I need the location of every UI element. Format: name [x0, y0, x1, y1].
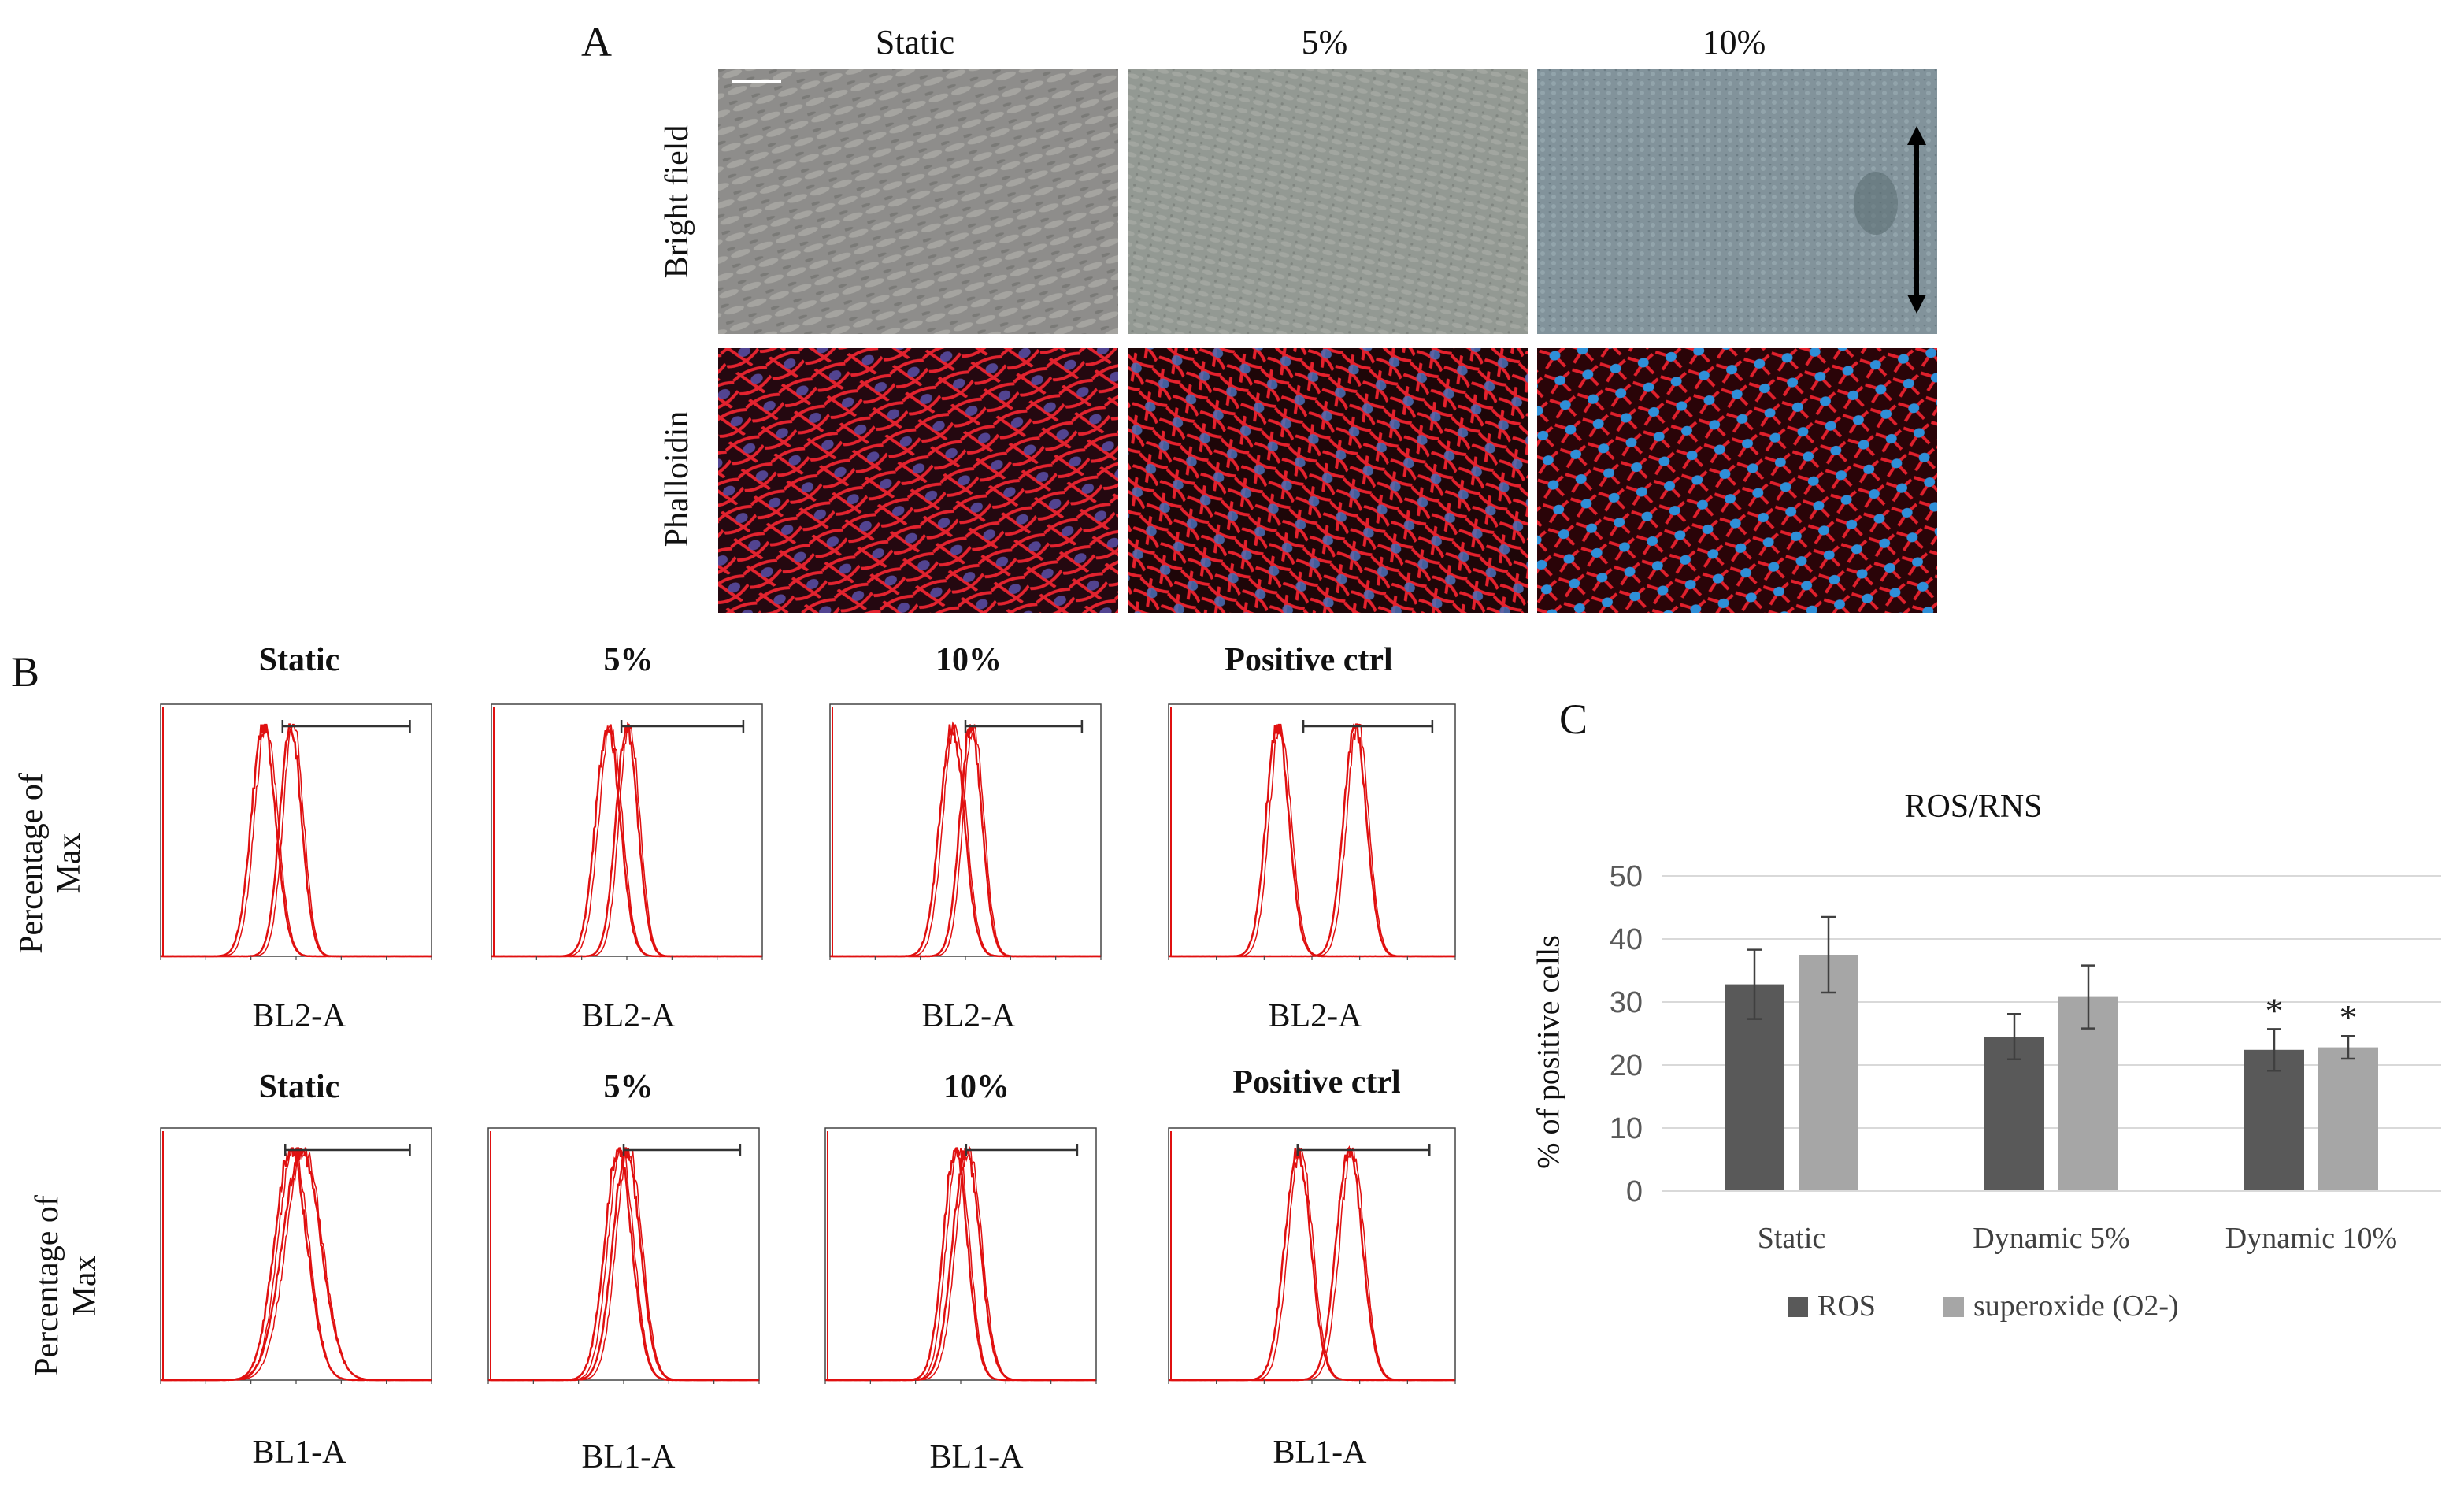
flow-title-10-bl1: 10%	[943, 1069, 1010, 1105]
flow-xlabel-pos-bl1: BL1-A	[1273, 1434, 1367, 1471]
flow-hist-10-bl1	[819, 1123, 1102, 1407]
panel-b-letter: B	[11, 648, 40, 696]
legend-swatch-1	[1943, 1297, 1964, 1317]
legend-label-0: ROS	[1817, 1289, 1876, 1323]
flow-hist-5-bl1	[482, 1123, 765, 1407]
y-tick-label: 50	[1610, 860, 1643, 893]
panel-a-col-static: Static	[875, 23, 955, 61]
flow-title-static-bl1: Static	[258, 1069, 340, 1105]
flow-hist-pos-bl1	[1162, 1123, 1462, 1407]
legend-label-1: superoxide (O2-)	[1973, 1289, 2179, 1323]
panel-c-letter: C	[1559, 696, 1588, 743]
bar-1-2	[2318, 1047, 2378, 1191]
flow-ylabel-row2-line1: Percentage of	[29, 1195, 65, 1376]
flow-title-10-bl2: 10%	[936, 642, 1002, 678]
x-tick-label: Static	[1758, 1222, 1826, 1255]
bar-1-0	[1799, 955, 1858, 1191]
flow-title-5-bl1: 5%	[603, 1069, 654, 1105]
flow-xlabel-10-bl1: BL1-A	[929, 1439, 1024, 1475]
bar-0-2	[2244, 1049, 2304, 1191]
flow-ylabel-row2: Percentage of Max	[28, 1183, 110, 1388]
panel-a-col-5: 5%	[1301, 23, 1348, 61]
bar-0-1	[1984, 1037, 2044, 1191]
y-tick-label: 40	[1610, 923, 1643, 956]
flow-title-pos-bl1: Positive ctrl	[1232, 1064, 1401, 1100]
bar-chart-title: ROS/RNS	[1904, 789, 2043, 825]
flow-title-static-bl2: Static	[258, 642, 340, 678]
flow-xlabel-10-bl2: BL2-A	[921, 998, 1016, 1034]
x-tick-label: Dynamic 10%	[2225, 1222, 2397, 1255]
panel-a-letter: A	[581, 18, 612, 65]
significance-marker: *	[2266, 990, 2284, 1030]
flow-ylabel-row1-line1: Percentage of	[13, 773, 50, 954]
flow-xlabel-static-bl2: BL2-A	[252, 998, 346, 1034]
ros-rns-bar-chart: 0 10 20 30 40 50 Static Dynamic 5% * * Dynamic 10%…	[1610, 860, 2441, 1323]
flow-ylabel-row1: Percentage of Max	[13, 761, 94, 966]
flow-hist-static-bl2	[154, 699, 438, 983]
flow-title-pos-bl2: Positive ctrl	[1225, 642, 1393, 678]
y-tick-label: 10	[1610, 1112, 1643, 1145]
flow-ylabel-row1-line2: Max	[51, 833, 87, 894]
flow-hist-static-bl1	[154, 1123, 438, 1407]
flow-hist-10-bl2	[824, 699, 1107, 983]
flow-title-5-bl2: 5%	[603, 642, 654, 678]
panel-a-row-brightfield: Bright field	[659, 124, 695, 279]
y-tick-label: 30	[1610, 986, 1643, 1019]
panel-a-row-phalloidin: Phalloidin	[659, 410, 695, 547]
brightfield-static-image	[718, 69, 1118, 334]
phalloidin-5-image	[1128, 348, 1528, 613]
y-tick-label: 0	[1626, 1175, 1643, 1208]
flow-direction-arrow-icon	[1907, 126, 1926, 314]
flow-xlabel-static-bl1: BL1-A	[252, 1434, 346, 1471]
legend-swatch-0	[1788, 1297, 1808, 1317]
flow-xlabel-5-bl2: BL2-A	[581, 998, 676, 1034]
flow-hist-pos-bl2	[1162, 699, 1462, 983]
panel-a-col-10: 10%	[1702, 23, 1766, 61]
x-tick-label: Dynamic 5%	[1973, 1222, 2129, 1255]
significance-marker: *	[2340, 997, 2358, 1037]
flow-ylabel-row2-line2: Max	[67, 1255, 103, 1316]
brightfield-5-image	[1128, 69, 1528, 334]
bar-chart-ylabel: % of positive cells	[1530, 935, 1566, 1169]
brightfield-10-image	[1537, 69, 1937, 334]
flow-hist-5-bl2	[485, 699, 769, 983]
phalloidin-static-image	[718, 348, 1118, 613]
flow-xlabel-pos-bl2: BL2-A	[1268, 998, 1362, 1034]
y-tick-label: 20	[1610, 1049, 1643, 1082]
phalloidin-10-image	[1537, 348, 1937, 613]
flow-xlabel-5-bl1: BL1-A	[581, 1439, 676, 1475]
